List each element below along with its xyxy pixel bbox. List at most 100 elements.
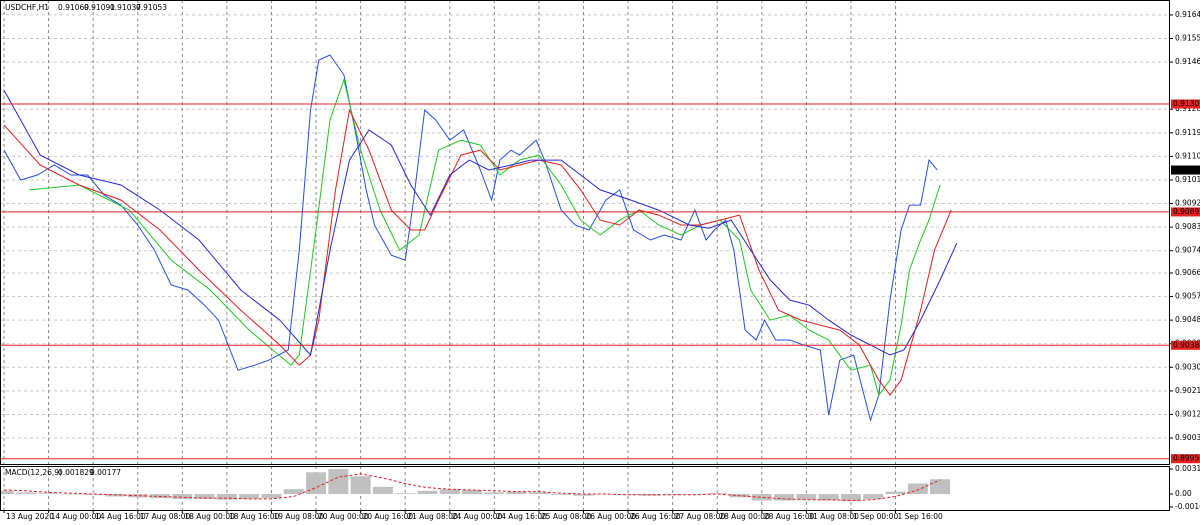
macd-bar [662,494,683,495]
macd-y-tick-label: 0.00 [1175,489,1192,498]
macd-bar [216,494,237,500]
macd-signal-value: 0.00177 [90,468,121,477]
x-tick-label: 26 Aug 16:00 [630,512,681,521]
symbol: USDCHF,H1 [5,3,49,12]
level-label: 0.89951 [1173,454,1200,463]
x-tick-label: 28 Aug 16:00 [764,512,815,521]
macd-bar [261,494,282,499]
x-tick-label: 18 Aug 16:00 [229,512,280,521]
y-tick-label: 0.91015 [1175,175,1200,184]
level-tag [1171,99,1200,109]
x-tick-label: 24 Aug 00:00 [452,512,503,521]
macd-bar [930,479,951,495]
macd-bar [818,494,839,501]
x-tick-label: 26 Aug 00:00 [585,512,636,521]
y-tick-label: 0.91195 [1175,128,1200,137]
macd-value: 0.001829 [58,468,94,477]
level-tag [1171,340,1200,350]
macd-y-tick-label: -0.001604 [1175,502,1200,511]
macd-bar [885,491,906,495]
plot [0,54,1170,502]
x-tick-label: 14 Aug 16:00 [95,512,146,521]
macd-bar [372,486,393,495]
macd-bar [306,472,327,495]
macd-bar [484,492,505,495]
x-tick-label: 13 Aug 2020 [6,512,54,521]
x-tick-label: 20 Aug 00:00 [318,512,369,521]
macd-bar [83,494,104,495]
x-tick-label: 24 Aug 16:00 [496,512,547,521]
macd-bar [38,493,59,495]
macd-bar [551,494,572,495]
price-label: 0.91053 [1173,165,1200,174]
macd-bar [573,494,594,496]
level-label: 0.91305 [1173,99,1200,108]
macd-bar [16,492,37,495]
moving-average [3,89,958,357]
moving-average [29,78,941,397]
x-tick-label: 17 Aug 08:00 [140,512,191,521]
macd-bar [684,494,705,495]
macd-bar [239,494,260,499]
close: 0.91053 [136,3,167,12]
level-tag [1171,207,1200,217]
y-tick-label: 0.91465 [1175,57,1200,66]
price-tag [1171,165,1200,175]
x-tick-label: 25 Aug 08:00 [541,512,592,521]
macd-bar [60,494,81,495]
x-tick-label: 21 Aug 08:00 [407,512,458,521]
macd-header: MACD(12,26,9) 0.001829 0.00177 [5,468,121,477]
y-tick-label: 0.90925 [1175,199,1200,208]
macd-bar [751,494,772,501]
macd-bar [283,489,304,495]
y-tick-label: 0.91645 [1175,10,1200,19]
macd-bar [350,476,371,495]
macd-bar [439,489,460,495]
x-tick-label: 27 Aug 08:00 [675,512,726,521]
header: USDCHF,H1 0.91069 0.91091 0.91037 0.9105… [5,3,167,12]
y-tick-label: 0.90835 [1175,222,1200,231]
x-tick-label: 14 Aug 00:00 [51,512,102,521]
level-label: 0.90893 [1173,207,1200,216]
y-tick-label: 0.90745 [1175,246,1200,255]
level-tag [1171,454,1200,464]
macd-bar [796,494,817,500]
x-tick-label: 18 Aug 00:00 [184,512,235,521]
macd-bar [528,492,549,495]
x-tick-label: 20 Aug 16:00 [363,512,414,521]
y-tick-label: 0.91555 [1175,34,1200,43]
macd-bar [417,490,438,495]
x-tick-label: 28 Aug 00:00 [719,512,770,521]
macd-bar [172,494,193,499]
macd-bar [506,491,527,495]
x-tick-label: 31 Aug 08:00 [808,512,859,521]
macd-bar [462,490,483,495]
open: 0.91069 [58,3,89,12]
high: 0.91091 [84,3,115,12]
macd-bar [707,493,728,495]
y-tick-label: 0.91105 [1175,151,1200,160]
macd-signal [3,473,941,502]
level-label: 0.90384 [1173,340,1200,349]
macd-bar [194,494,215,499]
low: 0.91037 [110,3,141,12]
y-tick-label: 0.90030 [1175,433,1200,442]
macd-bar [863,494,884,499]
macd-bar [774,494,795,501]
macd-bar [907,483,928,495]
price-line [3,54,938,422]
main-frame [0,0,1170,465]
y-tick-label: 0.91285 [1175,104,1200,113]
x-tick-label: 19 Aug 08:00 [273,512,324,521]
macd-frame [0,466,1170,511]
x-tick-label: 1 Sep 16:00 [898,512,944,521]
macd-label: MACD(12,26,9) [5,468,62,477]
